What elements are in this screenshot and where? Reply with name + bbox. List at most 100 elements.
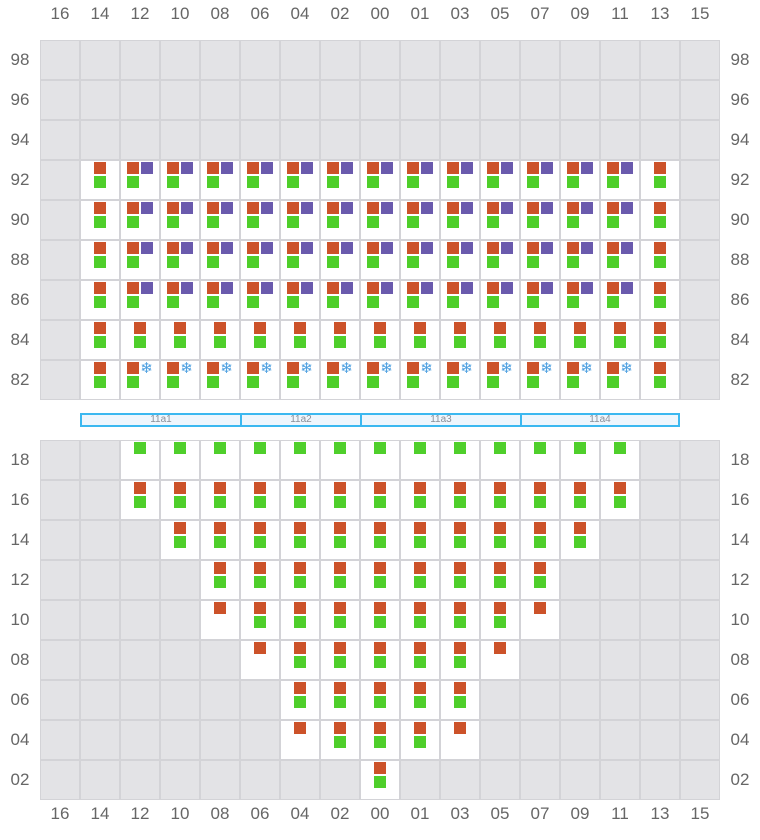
seat-cell[interactable] — [480, 520, 520, 560]
seat-cell[interactable] — [360, 560, 400, 600]
zone-band[interactable]: 11a1 — [80, 413, 242, 427]
seat-cell[interactable] — [280, 320, 320, 360]
seat-cell[interactable] — [320, 600, 360, 640]
seat-cell[interactable] — [520, 200, 560, 240]
seat-cell[interactable] — [440, 680, 480, 720]
seat-cell[interactable] — [480, 160, 520, 200]
seat-cell[interactable] — [240, 600, 280, 640]
seat-cell[interactable] — [240, 520, 280, 560]
seat-cell[interactable] — [640, 200, 680, 240]
seat-cell[interactable] — [280, 440, 320, 480]
seat-cell[interactable] — [600, 240, 640, 280]
seat-cell[interactable] — [240, 240, 280, 280]
seat-cell[interactable] — [520, 600, 560, 640]
seat-cell[interactable] — [440, 480, 480, 520]
seat-cell[interactable] — [400, 160, 440, 200]
seat-cell[interactable] — [480, 600, 520, 640]
seat-cell[interactable] — [360, 760, 400, 800]
seat-cell[interactable] — [560, 200, 600, 240]
seat-cell[interactable] — [200, 160, 240, 200]
seat-cell[interactable] — [400, 640, 440, 680]
seat-cell[interactable] — [520, 160, 560, 200]
seat-cell[interactable] — [360, 240, 400, 280]
seat-cell[interactable] — [440, 640, 480, 680]
seat-cell[interactable] — [600, 320, 640, 360]
seat-cell[interactable] — [560, 480, 600, 520]
seat-cell[interactable] — [400, 680, 440, 720]
seat-cell[interactable] — [280, 160, 320, 200]
seat-cell[interactable]: ❄ — [520, 360, 560, 400]
seat-cell[interactable] — [360, 520, 400, 560]
seat-cell[interactable] — [600, 280, 640, 320]
seat-cell[interactable]: ❄ — [320, 360, 360, 400]
seat-cell[interactable]: ❄ — [400, 360, 440, 400]
seat-cell[interactable] — [120, 480, 160, 520]
seat-cell[interactable] — [560, 440, 600, 480]
seat-cell[interactable]: ❄ — [360, 360, 400, 400]
seat-cell[interactable] — [120, 280, 160, 320]
seat-cell[interactable] — [360, 720, 400, 760]
seat-cell[interactable] — [480, 320, 520, 360]
seat-cell[interactable] — [400, 600, 440, 640]
seat-cell[interactable] — [320, 520, 360, 560]
seat-cell[interactable] — [360, 320, 400, 360]
seat-cell[interactable] — [240, 280, 280, 320]
seat-cell[interactable] — [600, 200, 640, 240]
seat-cell[interactable] — [440, 560, 480, 600]
zone-band[interactable]: 11a3 — [360, 413, 522, 427]
seat-cell[interactable]: ❄ — [560, 360, 600, 400]
seat-cell[interactable] — [280, 240, 320, 280]
seat-cell[interactable] — [240, 200, 280, 240]
seat-cell[interactable] — [240, 320, 280, 360]
seat-cell[interactable] — [440, 280, 480, 320]
seat-cell[interactable] — [480, 560, 520, 600]
seat-cell[interactable] — [320, 440, 360, 480]
seat-cell[interactable] — [200, 600, 240, 640]
seat-cell[interactable] — [400, 280, 440, 320]
seat-cell[interactable] — [640, 360, 680, 400]
seat-cell[interactable] — [600, 480, 640, 520]
seat-cell[interactable] — [640, 160, 680, 200]
seat-cell[interactable] — [280, 720, 320, 760]
seat-cell[interactable]: ❄ — [240, 360, 280, 400]
seat-cell[interactable] — [160, 160, 200, 200]
seat-cell[interactable] — [640, 320, 680, 360]
seat-cell[interactable] — [360, 600, 400, 640]
seat-cell[interactable] — [120, 240, 160, 280]
seat-cell[interactable] — [240, 440, 280, 480]
seat-cell[interactable] — [520, 280, 560, 320]
seat-cell[interactable] — [280, 200, 320, 240]
seat-cell[interactable] — [400, 240, 440, 280]
seat-cell[interactable]: ❄ — [200, 360, 240, 400]
seat-cell[interactable]: ❄ — [480, 360, 520, 400]
seat-cell[interactable] — [440, 320, 480, 360]
seat-cell[interactable] — [280, 640, 320, 680]
seat-cell[interactable] — [400, 200, 440, 240]
seat-cell[interactable] — [320, 160, 360, 200]
seat-cell[interactable] — [280, 680, 320, 720]
seat-cell[interactable] — [320, 640, 360, 680]
seat-cell[interactable] — [280, 520, 320, 560]
seat-cell[interactable] — [480, 240, 520, 280]
seat-cell[interactable] — [560, 320, 600, 360]
seat-cell[interactable] — [200, 280, 240, 320]
seat-cell[interactable] — [600, 440, 640, 480]
seat-cell[interactable] — [120, 160, 160, 200]
seat-cell[interactable] — [320, 680, 360, 720]
seat-cell[interactable] — [160, 240, 200, 280]
seat-cell[interactable] — [160, 480, 200, 520]
seat-cell[interactable] — [560, 240, 600, 280]
seat-cell[interactable] — [440, 520, 480, 560]
seat-cell[interactable] — [320, 200, 360, 240]
seat-cell[interactable] — [520, 440, 560, 480]
seat-cell[interactable] — [160, 440, 200, 480]
seat-cell[interactable] — [440, 720, 480, 760]
seat-cell[interactable] — [560, 160, 600, 200]
seat-cell[interactable] — [240, 160, 280, 200]
seat-cell[interactable] — [160, 520, 200, 560]
seat-cell[interactable] — [280, 600, 320, 640]
seat-cell[interactable] — [240, 640, 280, 680]
seat-cell[interactable] — [360, 280, 400, 320]
seat-cell[interactable] — [320, 480, 360, 520]
seat-cell[interactable] — [440, 160, 480, 200]
